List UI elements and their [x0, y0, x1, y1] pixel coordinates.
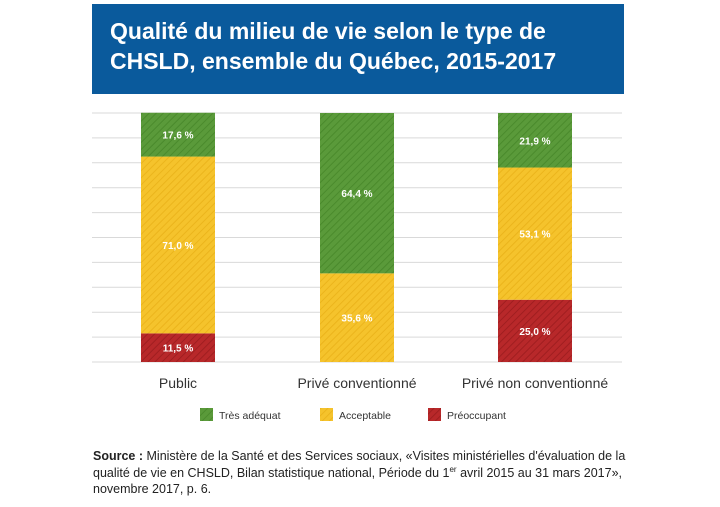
legend: Très adéquat Acceptable Préoccupant [200, 408, 506, 422]
bar-segment-acceptable [141, 156, 215, 334]
chart-title-line-1: Qualité du milieu de vie selon le type d… [110, 18, 546, 44]
source-superscript: er [449, 464, 457, 474]
source-text-2: avril 2015 au 31 mars 2017», novembre 20… [93, 465, 622, 497]
data-label: 71,0 % [162, 241, 193, 252]
data-label: 11,5 % [163, 344, 194, 355]
data-label: 25,0 % [519, 327, 550, 338]
bar-segment-tres-adequat [141, 112, 215, 157]
data-label: 21,9 % [519, 136, 550, 147]
category-label: Privé non conventionné [462, 375, 609, 391]
legend-label: Préoccupant [447, 410, 506, 422]
chart-title-line-2: CHSLD, ensemble du Québec, 2015-2017 [110, 48, 557, 74]
bar-segment-acceptable [498, 167, 572, 300]
bar-segment-tres-adequat [498, 113, 572, 168]
source-text-1: Ministère de la Santé et des Services so… [93, 449, 626, 480]
data-label: 35,6 % [341, 314, 372, 325]
bar-segment-preoccupant [141, 333, 215, 362]
bar-segment-acceptable [320, 273, 394, 362]
chart-title-box: Qualité du milieu de vie selon le type d… [92, 4, 624, 94]
category-label: Public [159, 375, 197, 391]
bar-segment-tres-adequat [320, 113, 394, 274]
legend-label: Très adéquat [219, 410, 281, 422]
bar-segment-preoccupant [498, 299, 572, 362]
stacked-bar-chart: 11,5 % 71,0 % 17,6 % 35,6 % 64,4 % 25,0 % 53,1… [92, 112, 622, 422]
legend-swatch-preoccupant [428, 408, 441, 421]
legend-swatch-tres-adequat [200, 408, 213, 421]
data-label: 64,4 % [341, 189, 372, 200]
category-labels: Public Privé conventionné Privé non conven… [159, 375, 608, 391]
bars-group: 11,5 % 71,0 % 17,6 % 35,6 % 64,4 % 25,0 % 53,1… [141, 112, 572, 362]
data-label: 17,6 % [162, 131, 193, 142]
category-label: Privé conventionné [297, 375, 416, 391]
legend-label: Acceptable [339, 410, 391, 422]
data-label: 53,1 % [519, 230, 550, 241]
source-note: Source : Ministère de la Santé et des Se… [93, 448, 633, 498]
legend-swatch-acceptable [320, 408, 333, 421]
source-label: Source : [93, 449, 144, 463]
